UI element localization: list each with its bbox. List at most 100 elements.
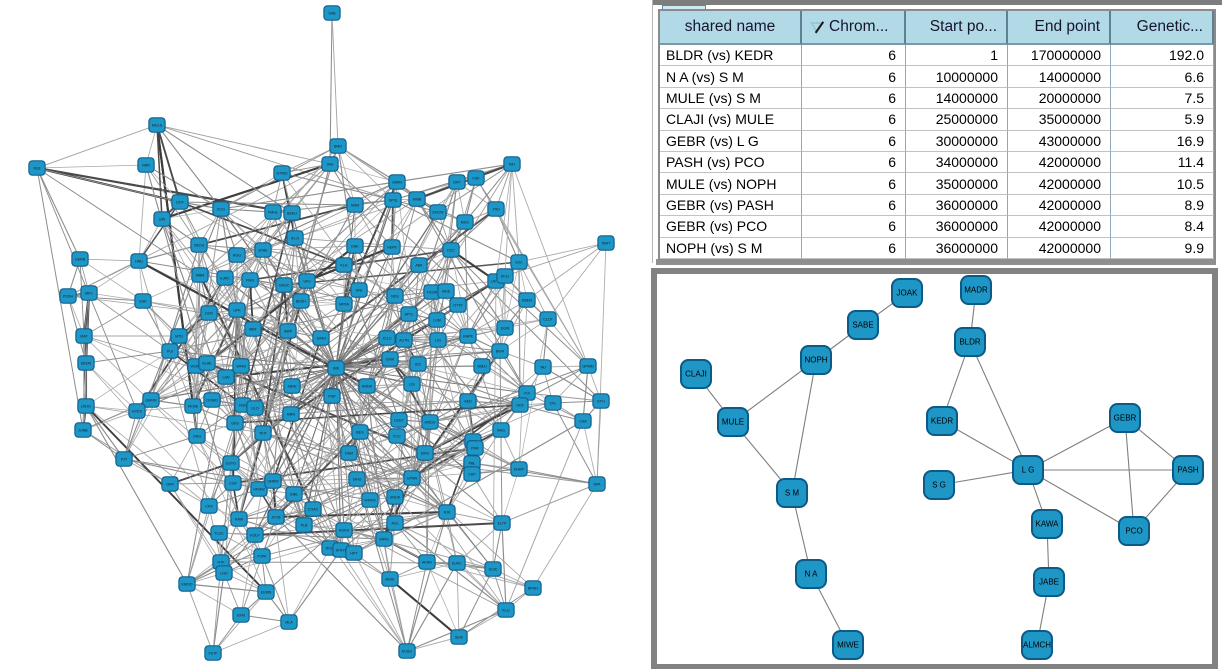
svg-text:UFK: UFK bbox=[233, 308, 241, 312]
svg-text:PJT: PJT bbox=[121, 457, 128, 461]
svg-text:UPNN: UPNN bbox=[407, 476, 418, 480]
svg-text:KLG: KLG bbox=[340, 263, 347, 267]
svg-text:JABE: JABE bbox=[1039, 578, 1059, 587]
svg-text:EEMN: EEMN bbox=[261, 590, 272, 594]
svg-text:WBT: WBT bbox=[249, 327, 258, 331]
svg-text:MEW: MEW bbox=[288, 384, 297, 388]
svg-text:EJRC: EJRC bbox=[220, 276, 230, 280]
svg-text:DBEM: DBEM bbox=[522, 298, 532, 302]
svg-text:BEDH: BEDH bbox=[296, 299, 306, 303]
svg-text:DGW: DGW bbox=[501, 326, 510, 330]
svg-text:HGKH: HGKH bbox=[339, 528, 350, 532]
svg-text:NNM: NNM bbox=[351, 203, 359, 207]
svg-text:UIN: UIN bbox=[159, 217, 166, 221]
svg-text:MTD: MTD bbox=[175, 334, 183, 338]
svg-text:LIS: LIS bbox=[409, 382, 415, 386]
svg-text:IFLO: IFLO bbox=[291, 236, 299, 240]
svg-text:OAG: OAG bbox=[193, 434, 201, 438]
svg-text:UKTO: UKTO bbox=[491, 279, 501, 283]
svg-text:RGG: RGG bbox=[233, 253, 241, 257]
svg-text:UCET: UCET bbox=[394, 418, 405, 422]
svg-text:BMG: BMG bbox=[334, 144, 342, 148]
svg-text:JOAK: JOAK bbox=[897, 289, 919, 298]
svg-text:NPA: NPA bbox=[593, 482, 601, 486]
svg-text:NOPH: NOPH bbox=[804, 356, 827, 365]
svg-text:PUI: PUI bbox=[167, 349, 173, 353]
svg-text:FWG: FWG bbox=[246, 278, 255, 282]
svg-text:IOC: IOC bbox=[415, 362, 422, 366]
svg-text:CLCF: CLCF bbox=[543, 317, 553, 321]
svg-text:HEPK: HEPK bbox=[387, 245, 397, 249]
svg-text:BTAE: BTAE bbox=[258, 248, 268, 252]
svg-text:GJC: GJC bbox=[515, 260, 523, 264]
svg-text:SEIK: SEIK bbox=[455, 635, 464, 639]
svg-text:UNRW: UNRW bbox=[267, 479, 279, 483]
svg-text:NDS: NDS bbox=[391, 294, 399, 298]
svg-text:IMJ: IMJ bbox=[509, 162, 515, 166]
svg-text:MLA: MLA bbox=[285, 620, 293, 624]
svg-text:OUIC: OUIC bbox=[489, 567, 498, 571]
svg-text:FCC: FCC bbox=[393, 434, 401, 438]
svg-text:RAW: RAW bbox=[235, 517, 244, 521]
svg-text:SAB: SAB bbox=[328, 11, 336, 15]
svg-text:HNU: HNU bbox=[135, 259, 143, 263]
svg-text:GKS: GKS bbox=[231, 421, 239, 425]
svg-text:EHRP: EHRP bbox=[514, 467, 525, 471]
svg-text:OFR: OFR bbox=[166, 482, 174, 486]
svg-text:KEDR: KEDR bbox=[931, 417, 953, 426]
svg-text:DCN: DCN bbox=[205, 311, 213, 315]
svg-text:TFIT: TFIT bbox=[259, 431, 267, 435]
svg-text:MRN: MRN bbox=[287, 412, 296, 416]
svg-text:MGIE: MGIE bbox=[385, 577, 395, 581]
svg-text:EPDS: EPDS bbox=[132, 409, 142, 413]
svg-text:PLB: PLB bbox=[301, 523, 308, 527]
svg-text:WBM: WBM bbox=[196, 273, 205, 277]
svg-text:SBEU: SBEU bbox=[477, 364, 487, 368]
svg-text:WTHT: WTHT bbox=[336, 548, 347, 552]
svg-text:L G: L G bbox=[1022, 466, 1035, 475]
svg-text:SLHE: SLHE bbox=[202, 361, 212, 365]
svg-text:JUMO: JUMO bbox=[316, 336, 326, 340]
svg-text:BEG: BEG bbox=[356, 430, 364, 434]
svg-text:APTL: APTL bbox=[405, 312, 414, 316]
svg-text:KFJJ: KFJJ bbox=[501, 274, 509, 278]
svg-text:HGG: HGG bbox=[239, 403, 247, 407]
svg-text:GPMM: GPMM bbox=[582, 364, 593, 368]
svg-text:JCLU: JCLU bbox=[383, 336, 392, 340]
svg-text:RJK: RJK bbox=[444, 510, 451, 514]
svg-text:BWH: BWH bbox=[496, 349, 505, 353]
svg-text:EUKC: EUKC bbox=[452, 561, 462, 565]
svg-text:ENK: ENK bbox=[351, 244, 359, 248]
svg-text:KUSG: KUSG bbox=[402, 649, 412, 653]
svg-text:MFC: MFC bbox=[85, 291, 93, 295]
svg-text:PJI: PJI bbox=[524, 391, 529, 395]
svg-text:OOMO: OOMO bbox=[206, 398, 218, 402]
svg-text:HFMW: HFMW bbox=[253, 487, 265, 491]
svg-text:ALMCH: ALMCH bbox=[1023, 641, 1051, 650]
svg-text:MIWE: MIWE bbox=[837, 641, 859, 650]
svg-text:GERB: GERB bbox=[75, 257, 86, 261]
svg-text:CGF: CGF bbox=[229, 481, 237, 485]
svg-text:ETH: ETH bbox=[597, 399, 605, 403]
svg-text:GNIL: GNIL bbox=[290, 492, 298, 496]
svg-text:AWP: AWP bbox=[284, 329, 293, 333]
svg-text:LNO: LNO bbox=[220, 571, 228, 575]
svg-text:IMK: IMK bbox=[333, 366, 340, 370]
svg-text:KOLP: KOLP bbox=[250, 533, 260, 537]
svg-text:EIKG: EIKG bbox=[421, 451, 430, 455]
svg-text:DFP: DFP bbox=[453, 180, 461, 184]
svg-text:MPFA: MPFA bbox=[339, 302, 349, 306]
svg-text:GWIN: GWIN bbox=[392, 180, 402, 184]
svg-text:SIHG: SIHG bbox=[353, 477, 362, 481]
svg-text:IHDE: IHDE bbox=[442, 289, 451, 293]
svg-text:WOPE: WOPE bbox=[191, 364, 203, 368]
svg-text:ESK: ESK bbox=[139, 299, 147, 303]
svg-text:NRR: NRR bbox=[142, 163, 150, 167]
svg-text:GEBR: GEBR bbox=[1114, 414, 1137, 423]
svg-text:ULO: ULO bbox=[251, 406, 259, 410]
svg-text:DCC: DCC bbox=[447, 248, 455, 252]
svg-text:SABE: SABE bbox=[852, 321, 873, 330]
svg-text:NHG: NHG bbox=[497, 428, 505, 432]
svg-text:JAH: JAH bbox=[327, 162, 334, 166]
svg-text:UJM: UJM bbox=[433, 318, 440, 322]
